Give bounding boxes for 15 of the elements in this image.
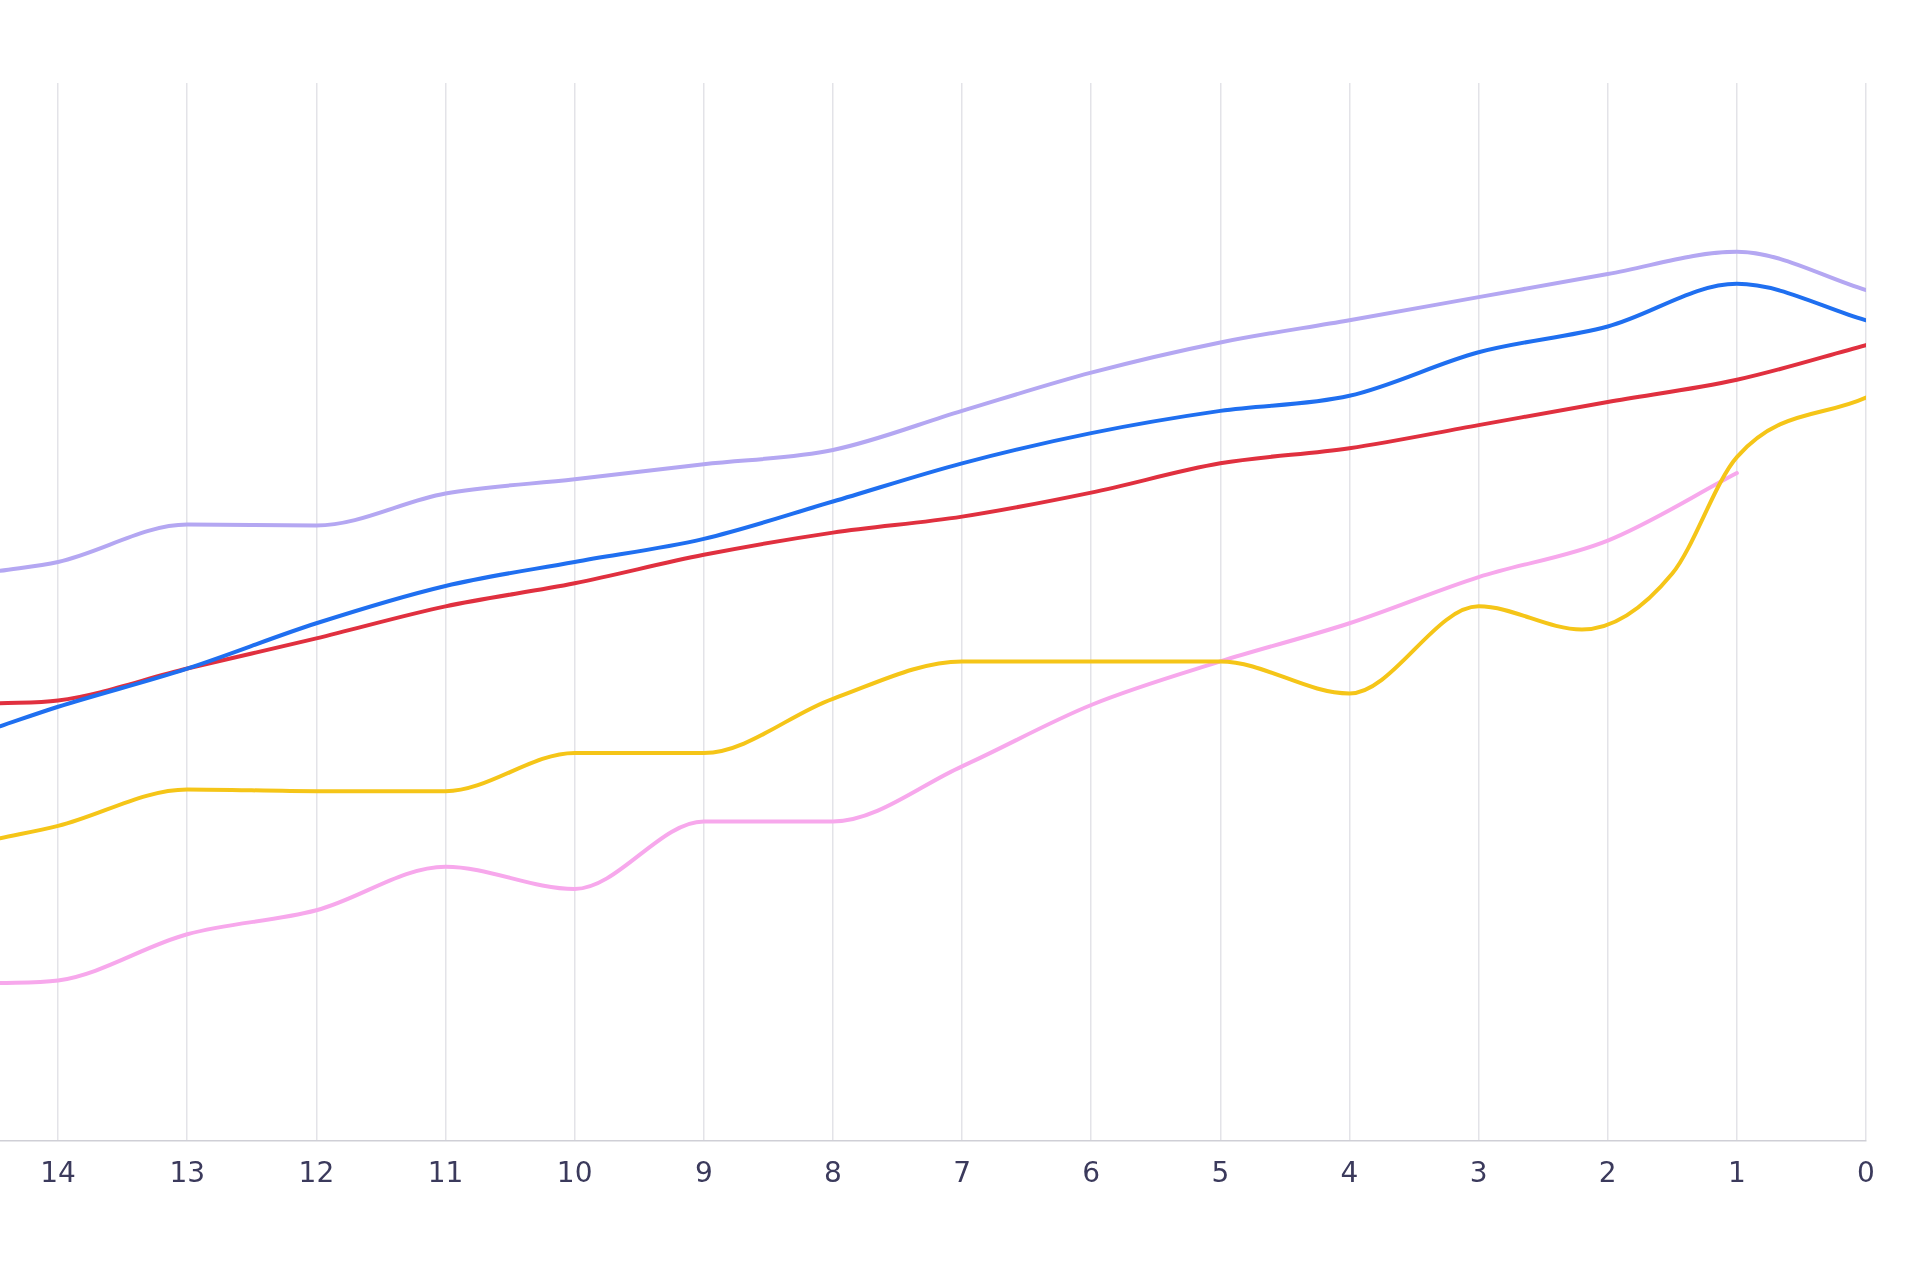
x-tick-label: 10 [556, 1156, 593, 1190]
x-tick-label: 3 [1469, 1156, 1488, 1190]
x-tick-label: 5 [1211, 1156, 1230, 1190]
x-tick-label: 2 [1598, 1156, 1617, 1190]
x-tick-label: 4 [1340, 1156, 1359, 1190]
x-tick-label: 6 [1082, 1156, 1101, 1190]
x-tick-label: 13 [169, 1156, 206, 1190]
x-tick-label: 7 [953, 1156, 971, 1190]
x-tick-label: 8 [824, 1156, 842, 1190]
x-tick-label: 11 [427, 1156, 464, 1190]
x-tick-label: 14 [40, 1156, 76, 1190]
x-tick-label: 1 [1727, 1156, 1746, 1190]
x-tick-label: 9 [694, 1156, 713, 1190]
x-tick-label: 12 [298, 1156, 335, 1190]
x-tick-label: 0 [1857, 1156, 1875, 1190]
